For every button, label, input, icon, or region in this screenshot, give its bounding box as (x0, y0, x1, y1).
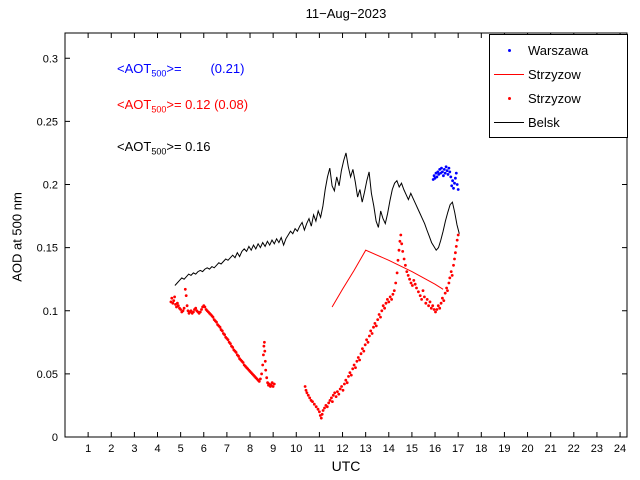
svg-text:20: 20 (521, 443, 533, 455)
svg-text:6: 6 (201, 443, 207, 455)
svg-text:0.1: 0.1 (43, 306, 58, 318)
annotation-text: <AOT (117, 97, 152, 112)
annotation-subscript: 500 (151, 68, 167, 79)
legend-entry-strzyzow-dots: Strzyzow (490, 86, 627, 110)
svg-text:12: 12 (336, 443, 348, 455)
svg-text:0.2: 0.2 (43, 180, 58, 192)
series-strzyzow-dots (169, 233, 460, 420)
svg-text:22: 22 (568, 443, 580, 455)
aot-annotation-warszawa: <AOT500>= (0.21) (117, 61, 244, 79)
svg-text:15: 15 (406, 443, 418, 455)
annotation-text: >= 0.16 (166, 139, 211, 154)
svg-text:2: 2 (108, 443, 114, 455)
aot-annotation-strzyzow: <AOT500>= 0.12 (0.08) (117, 97, 248, 115)
svg-text:16: 16 (429, 443, 441, 455)
axes-box (64, 32, 628, 438)
annotation-text: <AOT (117, 61, 152, 76)
legend-label: Strzyzow (528, 90, 581, 106)
annotation-text: >= 0.12 (0.08) (166, 97, 249, 112)
svg-text:11: 11 (314, 443, 325, 455)
svg-text:4: 4 (154, 443, 160, 455)
svg-text:21: 21 (545, 443, 557, 455)
annotation-subscript: 500 (151, 104, 167, 115)
svg-text:17: 17 (452, 443, 464, 455)
annotation-subscript: 500 (151, 146, 167, 157)
series-warszawa (431, 165, 460, 191)
svg-text:0.15: 0.15 (37, 243, 58, 255)
x-axis-ticks: 1 2 3 4 5 6 7 8 9 10 11 12 13 14 15 16 17 18 19 20 21 22 23 24 (85, 33, 626, 455)
svg-text:14: 14 (383, 443, 395, 455)
svg-text:0.3: 0.3 (43, 53, 58, 65)
legend-label: Warszawa (528, 42, 589, 58)
svg-text:19: 19 (498, 443, 510, 455)
black-line-marker-icon (490, 121, 528, 123)
svg-text:7: 7 (224, 443, 230, 455)
svg-text:9: 9 (270, 443, 276, 455)
svg-text:0.05: 0.05 (37, 369, 58, 381)
svg-text:0: 0 (52, 432, 58, 444)
svg-text:18: 18 (475, 443, 487, 455)
svg-text:5: 5 (178, 443, 184, 455)
aot-annotation-belsk: <AOT500>= 0.16 (117, 139, 210, 157)
series-belsk (174, 152, 460, 286)
blue-dot-marker-icon (490, 48, 528, 52)
red-dot-marker-icon (490, 96, 528, 100)
red-line-marker-icon (490, 73, 528, 75)
svg-text:8: 8 (247, 443, 253, 455)
svg-text:13: 13 (360, 443, 372, 455)
chart-title: 11−Aug−2023 (305, 6, 387, 21)
legend-entry-belsk: Belsk (490, 110, 627, 134)
legend-entry-strzyzow-line: Strzyzow (490, 62, 627, 86)
svg-text:3: 3 (131, 443, 137, 455)
annotation-text: <AOT (117, 139, 152, 154)
series-strzyzow-line (331, 249, 444, 308)
svg-text:23: 23 (591, 443, 603, 455)
svg-text:10: 10 (290, 443, 302, 455)
svg-text:1: 1 (85, 443, 91, 455)
annotation-text: >= (0.21) (166, 61, 245, 76)
x-axis-label: UTC (331, 458, 361, 474)
svg-text:0.25: 0.25 (37, 116, 58, 128)
legend-label: Strzyzow (528, 66, 581, 82)
legend-label: Belsk (528, 114, 560, 130)
svg-text:24: 24 (614, 443, 626, 455)
legend-entry-warszawa: Warszawa (490, 38, 627, 62)
legend: Warszawa Strzyzow Strzyzow Belsk (489, 34, 628, 138)
